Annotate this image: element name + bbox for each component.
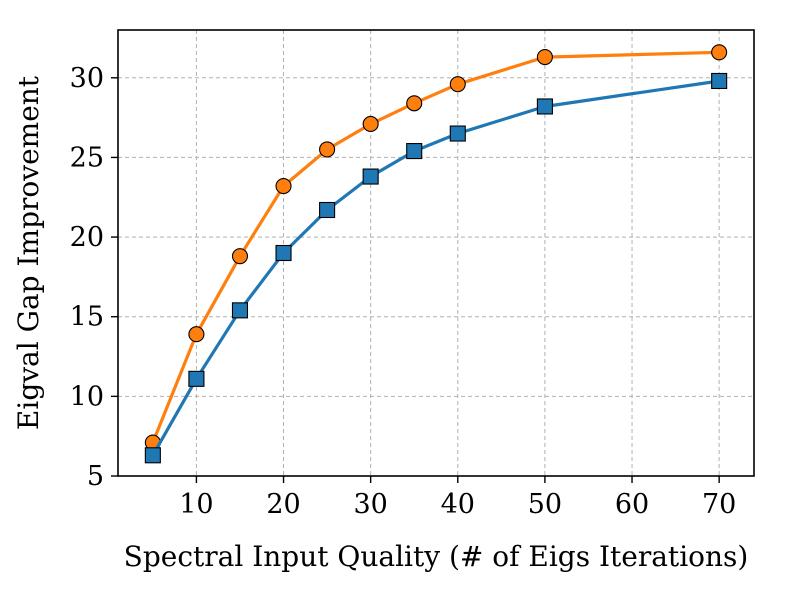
series-blue-square-marker [275, 244, 292, 262]
plot-frame [117, 29, 755, 477]
series-blue-square-marker [144, 447, 161, 464]
x-tick-label: 10 [179, 489, 213, 520]
x-tick-label: 40 [441, 489, 475, 520]
series-blue-square-marker [362, 168, 379, 185]
y-tick-label: 5 [87, 461, 104, 492]
x-tick-label: 20 [266, 489, 300, 520]
series-blue-square-marker [406, 143, 423, 160]
series-blue-square-marker [711, 72, 728, 90]
series-orange-circle-marker [536, 49, 553, 66]
y-axis-label: Eigval Gap Improvement [12, 75, 45, 430]
y-tick-label: 20 [70, 222, 104, 253]
series-blue-square-line [151, 79, 720, 457]
x-tick-label: 70 [702, 489, 736, 520]
series-orange-circle-marker [711, 44, 728, 61]
series-blue-square-marker [319, 201, 336, 219]
series-orange-circle-marker [275, 178, 292, 195]
series-orange-circle-line [151, 50, 720, 444]
series-orange-circle [144, 44, 728, 451]
series-orange-circle-marker [449, 76, 466, 93]
series-orange-circle-marker [188, 326, 205, 343]
series-blue-square-marker [231, 302, 249, 319]
series-orange-circle-marker [406, 95, 423, 112]
series-layer [144, 44, 728, 464]
x-tick-label: 50 [528, 489, 562, 520]
y-tick-label: 25 [70, 142, 104, 173]
x-tick-label: 60 [615, 489, 649, 520]
axis-ticks: 10 20 30 40 50 60 70 5 10 15 20 25 30 [70, 63, 737, 520]
series-blue-square [144, 72, 728, 464]
grid-lines [118, 30, 754, 476]
x-tick-label: 30 [353, 489, 387, 520]
series-blue-square-marker [536, 98, 553, 115]
x-axis-label: Spectral Input Quality (# of Eigs Iterat… [124, 540, 749, 573]
y-tick-label: 30 [70, 63, 104, 94]
y-tick-label: 15 [70, 302, 104, 333]
series-orange-circle-marker [362, 115, 379, 133]
series-blue-square-marker [188, 370, 205, 387]
y-tick-label: 10 [70, 381, 104, 412]
series-orange-circle-marker [231, 248, 249, 265]
series-blue-square-marker [449, 125, 466, 142]
series-orange-circle-marker [319, 141, 336, 158]
